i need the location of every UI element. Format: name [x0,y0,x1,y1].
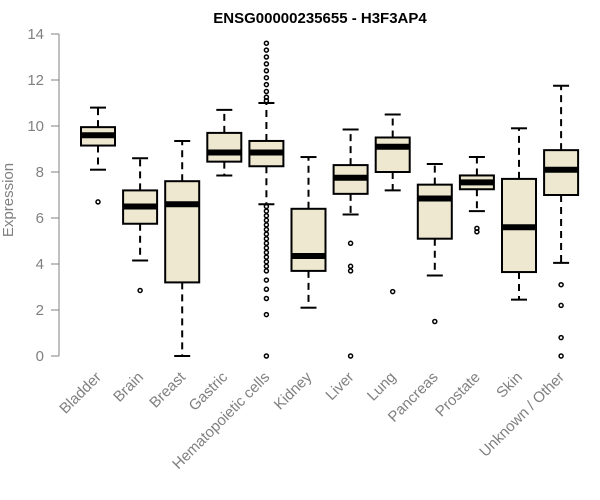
outlier-point [389,288,396,295]
x-tick-label: Skin [493,369,526,402]
iqr-box [374,136,411,173]
x-tick-label: Breast [146,368,189,411]
y-tick-label: 6 [36,210,44,227]
box-breast [164,139,201,357]
outlier-point [263,235,270,242]
outlier-point [263,208,270,214]
chart-title: ENSG00000235655 - H3F3AP4 [213,10,427,27]
outlier-point [263,212,270,219]
outlier-point [263,245,270,251]
iqr-box [164,180,201,284]
outlier-point [263,226,270,233]
outlier-point [137,287,143,294]
y-axis-label: Expression [0,163,17,237]
outlier-point [263,81,270,88]
outlier-point [263,222,270,228]
outlier-point [263,240,270,247]
outlier-point [347,268,354,274]
outlier-point [263,54,270,60]
y-tick-label: 0 [36,348,44,365]
box-brain [122,157,159,294]
outlier-point [347,240,354,247]
box-bladder [80,106,116,205]
outlier-point [558,281,564,288]
box-lung [374,113,411,295]
outlier-point [347,263,354,270]
x-tick-label: Kidney [271,368,316,413]
y-tick-label: 8 [36,164,44,181]
outlier-point [263,277,270,283]
iqr-box [416,183,453,240]
x-tick-label: Liver [322,369,357,404]
y-tick-label: 4 [36,256,44,273]
box-prostate [458,156,495,235]
outlier-point [558,353,564,359]
y-tick-label: 10 [27,118,44,135]
outlier-point [263,68,270,74]
outlier-point [263,203,270,210]
box-unknown-other [543,84,580,359]
outlier-point [263,97,270,104]
outlier-point [263,231,270,237]
boxes [80,40,580,359]
box-kidney [290,156,327,309]
outlier-point [263,74,270,81]
box-gastric [206,108,243,177]
x-tick-label: Lung [364,369,400,405]
y-tick-label: 14 [27,26,44,43]
box-hematopoietic-cells [248,40,285,359]
box-pancreas [416,162,453,325]
outlier-point [263,258,270,265]
y-tick-label: 2 [36,302,44,319]
outlier-point [263,268,270,274]
box-skin [501,127,537,301]
y-tick-label: 12 [27,72,44,89]
outlier-point [263,295,270,302]
outlier-point [263,61,270,67]
outlier-point [263,286,270,293]
x-tick-label: Bladder [56,369,105,418]
outlier-point [558,302,564,309]
outlier-point [263,311,270,318]
iqr-box [290,207,327,272]
outlier-point [263,88,270,95]
outlier-point [558,334,564,341]
box-liver [332,128,369,359]
x-tick-label: Brain [110,369,147,406]
outlier-point [263,217,270,224]
outlier-point [474,229,480,235]
outlier-point [263,47,270,53]
iqr-box [206,131,243,163]
y-axis: 0 2 4 6 8 10 12 14 [27,26,60,365]
outlier-point [263,249,270,256]
outlier-point [347,353,354,359]
outlier-point [95,199,101,205]
outlier-point [263,254,270,260]
outlier-point [263,263,270,270]
outlier-point [263,353,270,359]
outlier-point [432,318,438,325]
outlier-point [263,40,270,46]
x-tick-label: Prostate [432,369,484,421]
